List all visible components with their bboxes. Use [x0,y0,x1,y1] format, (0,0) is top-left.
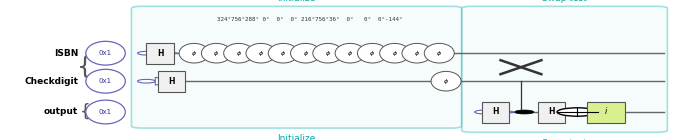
Text: H: H [157,49,163,58]
Text: Initialize: Initialize [277,134,316,140]
Text: 0x1: 0x1 [99,109,112,115]
Ellipse shape [202,43,232,63]
Circle shape [475,110,492,114]
Ellipse shape [223,43,253,63]
Ellipse shape [380,43,410,63]
Text: 324°756°288° 0°  0°  0° 216°756°36°  0°   0°  0°-144°: 324°756°288° 0° 0° 0° 216°756°36° 0° 0° … [217,17,403,22]
Text: H: H [168,77,175,86]
Ellipse shape [358,43,387,63]
FancyBboxPatch shape [146,43,174,64]
Ellipse shape [246,43,276,63]
Text: $\phi$: $\phi$ [347,49,353,58]
Text: $\phi$: $\phi$ [437,49,442,58]
Text: $\phi$: $\phi$ [443,77,449,86]
Text: Checkdigit: Checkdigit [25,77,78,86]
Ellipse shape [86,41,125,65]
Circle shape [515,110,534,114]
Polygon shape [155,77,178,85]
Text: $\phi$: $\phi$ [325,49,331,58]
Text: $\phi$: $\phi$ [191,49,197,58]
Ellipse shape [86,100,125,124]
FancyBboxPatch shape [131,6,462,128]
Ellipse shape [431,71,461,91]
Text: ISBN: ISBN [54,49,78,58]
Text: {: { [77,55,93,79]
FancyBboxPatch shape [158,71,185,92]
FancyBboxPatch shape [482,102,509,122]
Ellipse shape [424,43,454,63]
Text: H: H [492,108,499,116]
Circle shape [557,108,598,116]
Text: $\phi$: $\phi$ [258,49,264,58]
Ellipse shape [402,43,432,63]
Text: $\phi$: $\phi$ [369,49,375,58]
Text: $\phi$: $\phi$ [414,49,420,58]
Text: {: { [80,103,91,121]
Text: Swap test: Swap test [542,0,587,3]
Polygon shape [155,49,178,57]
Text: 0x1: 0x1 [99,78,112,84]
Circle shape [138,51,155,55]
FancyBboxPatch shape [462,6,667,132]
Text: Swap test: Swap test [542,139,587,140]
Text: Initialize: Initialize [277,0,316,3]
FancyBboxPatch shape [587,102,625,122]
Ellipse shape [335,43,365,63]
Text: output: output [44,108,78,116]
Text: 0x1: 0x1 [99,50,112,56]
Ellipse shape [179,43,209,63]
Text: $\phi$: $\phi$ [302,49,308,58]
Polygon shape [492,108,515,116]
Text: H: H [548,108,555,116]
Text: $\phi$: $\phi$ [213,49,219,58]
FancyBboxPatch shape [538,102,565,122]
Ellipse shape [268,43,298,63]
Ellipse shape [86,69,125,93]
Ellipse shape [313,43,343,63]
Text: i: i [605,108,607,116]
Text: $\phi$: $\phi$ [236,49,242,58]
Text: $\phi$: $\phi$ [392,49,398,58]
Text: $\phi$: $\phi$ [281,49,286,58]
Circle shape [138,79,155,83]
Ellipse shape [291,43,321,63]
